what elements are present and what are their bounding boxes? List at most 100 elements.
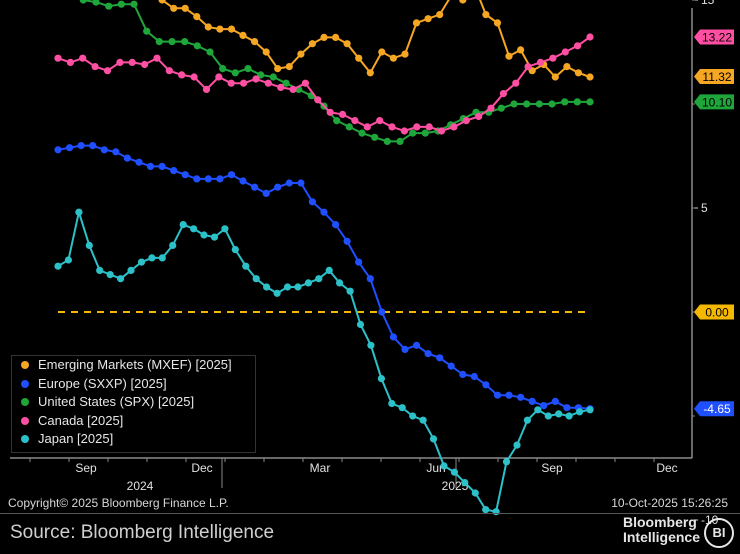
data-point-4 bbox=[565, 412, 573, 420]
data-point-4 bbox=[356, 320, 365, 329]
legend-marker-canada bbox=[21, 416, 29, 425]
data-point-4 bbox=[148, 254, 156, 262]
legend-marker-europe bbox=[21, 379, 29, 388]
data-point-1 bbox=[563, 404, 571, 412]
data-point-0 bbox=[181, 4, 189, 12]
data-point-0 bbox=[193, 13, 201, 21]
x-year-label: 2024 bbox=[127, 479, 154, 493]
data-point-1 bbox=[320, 208, 328, 216]
data-point-2 bbox=[573, 98, 581, 106]
data-point-1 bbox=[366, 275, 374, 283]
data-point-1 bbox=[123, 154, 131, 162]
brand-line-1: Bloomberg bbox=[622, 514, 697, 530]
data-point-2 bbox=[383, 137, 391, 145]
legend-item-united-states[interactable]: United States (SPX) [2025] bbox=[12, 393, 255, 412]
data-point-1 bbox=[412, 341, 421, 349]
data-point-4 bbox=[75, 208, 83, 216]
data-point-1 bbox=[332, 221, 340, 229]
data-point-4 bbox=[336, 279, 344, 287]
data-point-3 bbox=[190, 73, 198, 81]
data-point-2 bbox=[409, 129, 417, 137]
data-point-1 bbox=[343, 237, 351, 245]
data-point-1 bbox=[401, 345, 409, 353]
data-point-3 bbox=[202, 85, 211, 93]
data-point-1 bbox=[285, 179, 293, 187]
data-point-1 bbox=[389, 333, 397, 341]
data-point-3 bbox=[128, 58, 136, 66]
data-point-0 bbox=[412, 19, 421, 27]
data-point-1 bbox=[66, 144, 74, 152]
data-point-4 bbox=[502, 458, 511, 466]
data-point-1 bbox=[274, 183, 282, 191]
legend-item-canada[interactable]: Canada [2025] bbox=[12, 412, 255, 431]
legend-item-emerging-markets[interactable]: Emerging Markets (MXEF) [2025] bbox=[12, 356, 255, 375]
data-point-4 bbox=[482, 506, 490, 514]
data-point-3 bbox=[561, 48, 569, 56]
data-point-3 bbox=[524, 63, 532, 71]
series-line-4 bbox=[57, 208, 591, 513]
data-point-3 bbox=[103, 67, 112, 75]
data-point-1 bbox=[146, 162, 155, 170]
data-point-4 bbox=[325, 266, 333, 274]
data-point-4 bbox=[127, 266, 135, 274]
source-text: Source: Bloomberg Intelligence bbox=[10, 522, 275, 543]
data-point-3 bbox=[574, 42, 582, 50]
data-point-0 bbox=[436, 11, 444, 19]
data-point-4 bbox=[106, 271, 114, 279]
data-point-4 bbox=[367, 341, 375, 349]
legend-label-canada: Canada [2025] bbox=[38, 412, 124, 428]
data-point-2 bbox=[181, 38, 189, 46]
data-point-1 bbox=[528, 397, 536, 405]
data-point-4 bbox=[304, 279, 312, 287]
data-point-2 bbox=[143, 27, 151, 35]
data-point-3 bbox=[512, 79, 520, 87]
legend-item-europe[interactable]: Europe (SXXP) [2025] bbox=[12, 375, 255, 394]
data-point-4 bbox=[252, 275, 260, 283]
data-point-0 bbox=[366, 69, 374, 77]
data-point-0 bbox=[285, 63, 293, 71]
x-tick-label: Dec bbox=[191, 461, 212, 475]
end-value-flag bbox=[694, 29, 734, 45]
data-point-1 bbox=[239, 177, 247, 185]
copyright-text: Copyright© 2025 Bloomberg Finance L.P. bbox=[8, 496, 229, 510]
series-line-2 bbox=[80, 0, 590, 143]
y-tick-label: 15 bbox=[701, 0, 715, 7]
data-point-0 bbox=[482, 11, 490, 19]
brand-line-2: Intelligence bbox=[622, 529, 700, 545]
data-point-0 bbox=[343, 40, 351, 48]
data-point-2 bbox=[244, 65, 252, 73]
data-point-1 bbox=[459, 370, 467, 378]
legend-item-japan[interactable]: Japan [2025] bbox=[12, 430, 255, 449]
data-point-1 bbox=[204, 175, 212, 183]
data-point-0 bbox=[251, 38, 259, 46]
data-point-2 bbox=[535, 100, 543, 108]
data-point-3 bbox=[376, 117, 384, 125]
data-point-3 bbox=[116, 58, 124, 66]
data-point-2 bbox=[269, 73, 277, 81]
data-point-0 bbox=[227, 25, 236, 33]
series-line-3 bbox=[57, 36, 591, 133]
data-point-2 bbox=[510, 100, 518, 108]
data-point-1 bbox=[470, 372, 478, 381]
data-point-2 bbox=[421, 129, 429, 137]
data-point-1 bbox=[482, 381, 490, 389]
data-point-0 bbox=[204, 23, 212, 31]
data-point-2 bbox=[282, 79, 290, 87]
data-point-1 bbox=[378, 308, 386, 316]
data-point-2 bbox=[117, 0, 125, 8]
data-point-3 bbox=[240, 79, 248, 87]
data-point-2 bbox=[168, 38, 176, 46]
legend-marker-japan bbox=[21, 435, 29, 443]
x-tick-label: Dec bbox=[656, 461, 677, 475]
data-point-1 bbox=[227, 171, 236, 179]
legend-marker-emerging-markets bbox=[21, 361, 29, 369]
data-point-4 bbox=[158, 254, 166, 262]
data-point-3 bbox=[289, 85, 297, 93]
data-point-2 bbox=[523, 100, 531, 108]
data-point-2 bbox=[193, 42, 201, 50]
data-point-4 bbox=[263, 283, 271, 291]
data-point-2 bbox=[79, 0, 87, 4]
data-point-4 bbox=[398, 404, 406, 412]
data-point-3 bbox=[153, 54, 161, 62]
